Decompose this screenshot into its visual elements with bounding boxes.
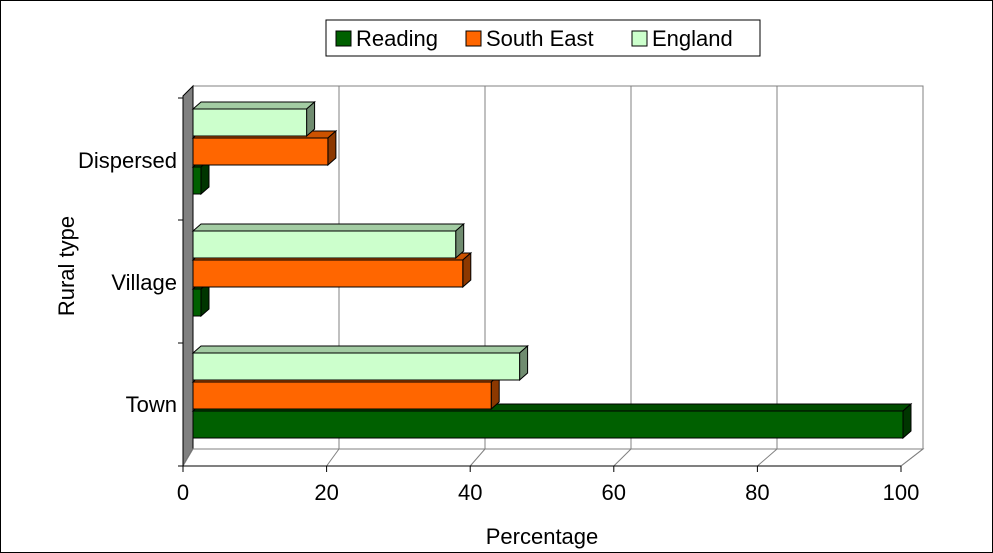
floor-gridline-40 (469, 448, 486, 467)
bar-face-reading-dispersed (192, 166, 202, 195)
axes (182, 96, 901, 467)
x-tick-label-60: 60 (602, 480, 626, 505)
x-ticks: 0 20 40 60 80 100 (177, 466, 919, 505)
y-tick-label-dispersed: Dispersed (78, 148, 177, 173)
y-axis-title: Rural type (54, 216, 79, 316)
x-tick-label-20: 20 (314, 480, 338, 505)
bar-england-dispersed (191, 100, 316, 138)
legend-label-south-east: South East (486, 26, 594, 51)
bar-top-england-town (191, 345, 529, 354)
bar-face-south-east-town (192, 381, 492, 410)
bar-face-reading-town (192, 410, 904, 439)
bar-face-south-east-village (192, 259, 464, 288)
bar-top-england-village (191, 223, 466, 232)
legend-label-england: England (652, 26, 733, 51)
floor-gridline-100 (900, 448, 924, 467)
x-tick-label-100: 100 (883, 480, 920, 505)
x-tick-label-0: 0 (177, 480, 189, 505)
bar-face-england-dispersed (192, 108, 308, 137)
bar-top-england-dispersed (191, 101, 316, 110)
bar-england-town (191, 344, 529, 382)
plot-side-wall (182, 84, 194, 468)
bar-face-south-east-dispersed (192, 137, 329, 166)
plot-floor (182, 448, 925, 467)
bar-face-reading-village (192, 288, 202, 317)
y-tick-label-town: Town (126, 392, 177, 417)
legend-swatch-england (631, 30, 648, 47)
bar-face-england-town (192, 352, 521, 381)
y-tick-label-village: Village (111, 270, 177, 295)
x-axis-title: Percentage (486, 524, 599, 549)
x-tick-label-80: 80 (745, 480, 769, 505)
floor-gridline-80 (757, 448, 778, 467)
legend: Reading South East England (325, 19, 761, 57)
bar-england-village (191, 222, 466, 260)
legend-label-reading: Reading (356, 26, 438, 51)
bars (191, 100, 913, 440)
legend-box (325, 19, 761, 57)
x-tick-label-40: 40 (458, 480, 482, 505)
legend-swatch-south-east (465, 30, 482, 47)
y-ticks: Town Village Dispersed (78, 97, 183, 467)
floor-gridline-60 (613, 448, 632, 467)
legend-swatch-reading (335, 30, 352, 47)
floor-gridline-20 (326, 448, 340, 467)
bar-face-england-village (192, 230, 457, 259)
